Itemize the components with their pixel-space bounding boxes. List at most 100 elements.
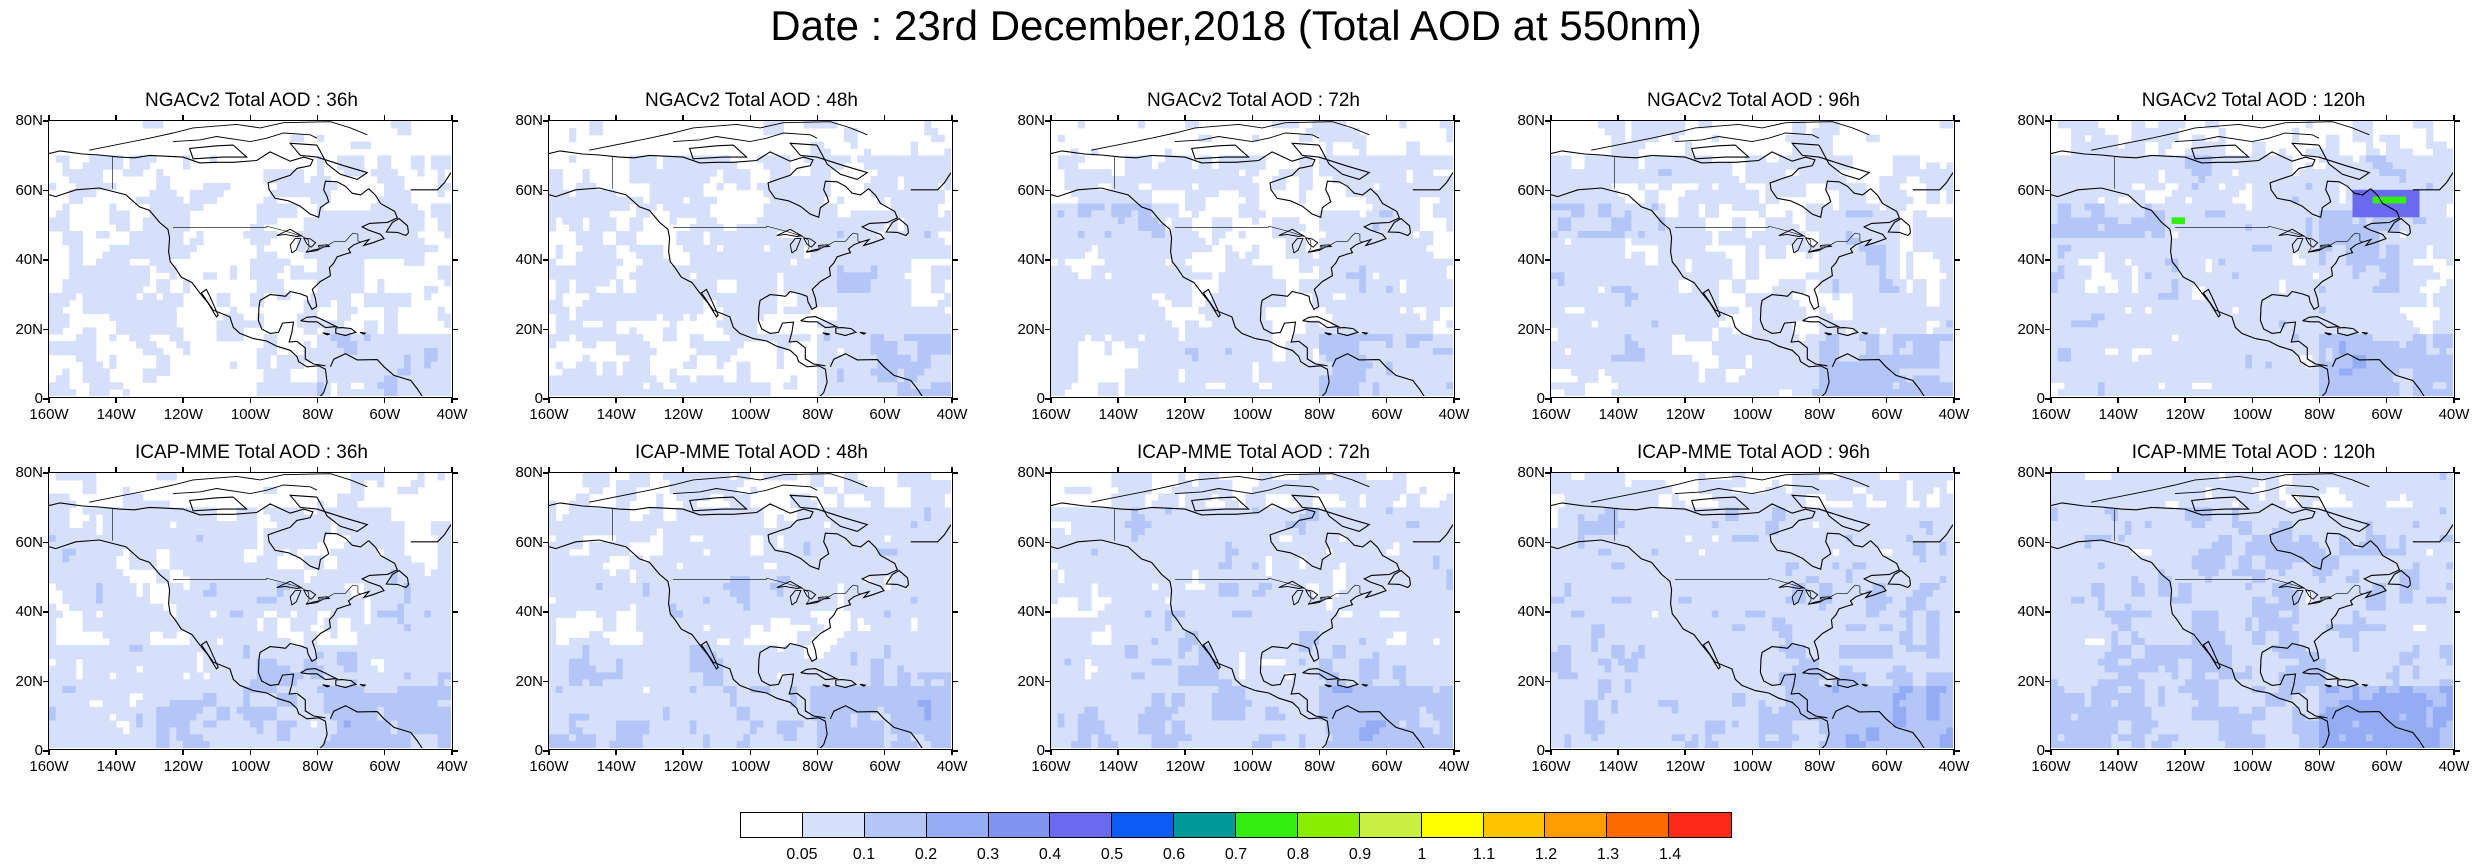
x-tick-mark [951, 397, 953, 403]
y-tick-mark [1454, 190, 1460, 192]
x-tick-label: 60W [1362, 759, 1412, 775]
x-tick-mark [750, 397, 752, 403]
x-tick-label: 120W [158, 407, 208, 423]
x-tick-label: 140W [591, 407, 641, 423]
x-tick-mark [317, 115, 319, 121]
y-tick-mark [1545, 259, 1551, 261]
x-tick-mark [182, 397, 184, 403]
x-tick-mark [1886, 397, 1888, 403]
y-tick-mark [452, 611, 458, 613]
y-tick-mark [2045, 259, 2051, 261]
x-tick-label: 100W [2228, 407, 2278, 423]
x-tick-label: 160W [1026, 407, 1076, 423]
x-tick-mark [951, 467, 953, 473]
x-tick-mark [2319, 115, 2321, 121]
y-tick-mark [543, 542, 549, 544]
x-tick-mark [48, 467, 50, 473]
colorbar-swatch [1298, 813, 1360, 837]
y-tick-label: 40N [1995, 604, 2045, 620]
x-tick-label: 120W [658, 407, 708, 423]
x-tick-mark [451, 115, 453, 121]
y-tick-label: 80N [1995, 465, 2045, 481]
y-tick-mark [2454, 398, 2460, 400]
x-tick-label: 60W [860, 407, 910, 423]
y-tick-mark [452, 329, 458, 331]
x-tick-label: 100W [1228, 407, 1278, 423]
x-tick-mark [615, 749, 617, 755]
y-tick-label: 80N [1495, 113, 1545, 129]
y-tick-label: 80N [995, 113, 1045, 129]
x-tick-label: 100W [726, 407, 776, 423]
x-tick-label: 120W [1660, 407, 1710, 423]
y-tick-mark [452, 120, 458, 122]
x-tick-label: 100W [726, 759, 776, 775]
aod-map [1551, 121, 1953, 396]
y-tick-mark [2454, 259, 2460, 261]
y-tick-mark [2454, 542, 2460, 544]
x-tick-mark [1684, 397, 1686, 403]
x-tick-label: 80W [293, 759, 343, 775]
x-tick-label: 80W [2295, 407, 2345, 423]
x-tick-mark [1319, 749, 1321, 755]
figure-title: Date : 23rd December,2018 (Total AOD at … [0, 0, 2472, 52]
y-tick-mark [2045, 611, 2051, 613]
colorbar-swatch [1112, 813, 1174, 837]
y-tick-mark [1954, 472, 1960, 474]
x-tick-label: 40W [1929, 759, 1979, 775]
y-tick-label: 80N [0, 465, 43, 481]
x-tick-mark [1050, 115, 1052, 121]
panel-title: NGACv2 Total AOD : 72h [1051, 89, 1456, 113]
colorbar-swatch [989, 813, 1051, 837]
y-tick-label: 80N [1495, 465, 1545, 481]
x-tick-mark [1453, 749, 1455, 755]
y-tick-label: 60N [0, 183, 43, 199]
x-tick-label: 100W [1228, 759, 1278, 775]
y-tick-mark [952, 472, 958, 474]
colorbar-swatch [1050, 813, 1112, 837]
y-tick-mark [1954, 120, 1960, 122]
x-tick-mark [2050, 397, 2052, 403]
y-tick-mark [1045, 611, 1051, 613]
panel-title: NGACv2 Total AOD : 96h [1551, 89, 1956, 113]
x-tick-mark [1319, 115, 1321, 121]
x-tick-label: 140W [2093, 759, 2143, 775]
y-tick-mark [1954, 398, 1960, 400]
y-tick-label: 80N [493, 465, 543, 481]
y-tick-label: 60N [493, 535, 543, 551]
x-tick-mark [182, 749, 184, 755]
x-tick-mark [2050, 115, 2052, 121]
x-tick-label: 100W [1728, 759, 1778, 775]
colorbar-swatch [1484, 813, 1546, 837]
y-tick-label: 60N [995, 183, 1045, 199]
x-tick-mark [115, 397, 117, 403]
y-tick-mark [2045, 542, 2051, 544]
x-tick-mark [682, 397, 684, 403]
x-tick-mark [1117, 749, 1119, 755]
x-tick-mark [682, 467, 684, 473]
x-tick-label: 100W [1728, 407, 1778, 423]
y-tick-mark [952, 259, 958, 261]
y-tick-label: 40N [1495, 604, 1545, 620]
x-tick-label: 80W [1795, 759, 1845, 775]
x-tick-mark [548, 397, 550, 403]
x-tick-mark [1617, 397, 1619, 403]
x-tick-label: 120W [158, 759, 208, 775]
x-tick-mark [384, 115, 386, 121]
x-tick-mark [2184, 749, 2186, 755]
x-tick-mark [2386, 397, 2388, 403]
y-tick-mark [452, 542, 458, 544]
x-tick-label: 120W [658, 759, 708, 775]
colorbar-label: 0.9 [1335, 846, 1385, 864]
panel-title: ICAP-MME Total AOD : 96h [1551, 441, 1956, 465]
x-tick-mark [182, 115, 184, 121]
x-tick-mark [2453, 397, 2455, 403]
x-tick-label: 100W [226, 759, 276, 775]
x-tick-label: 60W [1862, 407, 1912, 423]
x-tick-mark [548, 749, 550, 755]
x-tick-label: 40W [2429, 759, 2472, 775]
x-tick-label: 60W [2362, 407, 2412, 423]
x-tick-mark [2252, 397, 2254, 403]
x-tick-mark [1453, 397, 1455, 403]
